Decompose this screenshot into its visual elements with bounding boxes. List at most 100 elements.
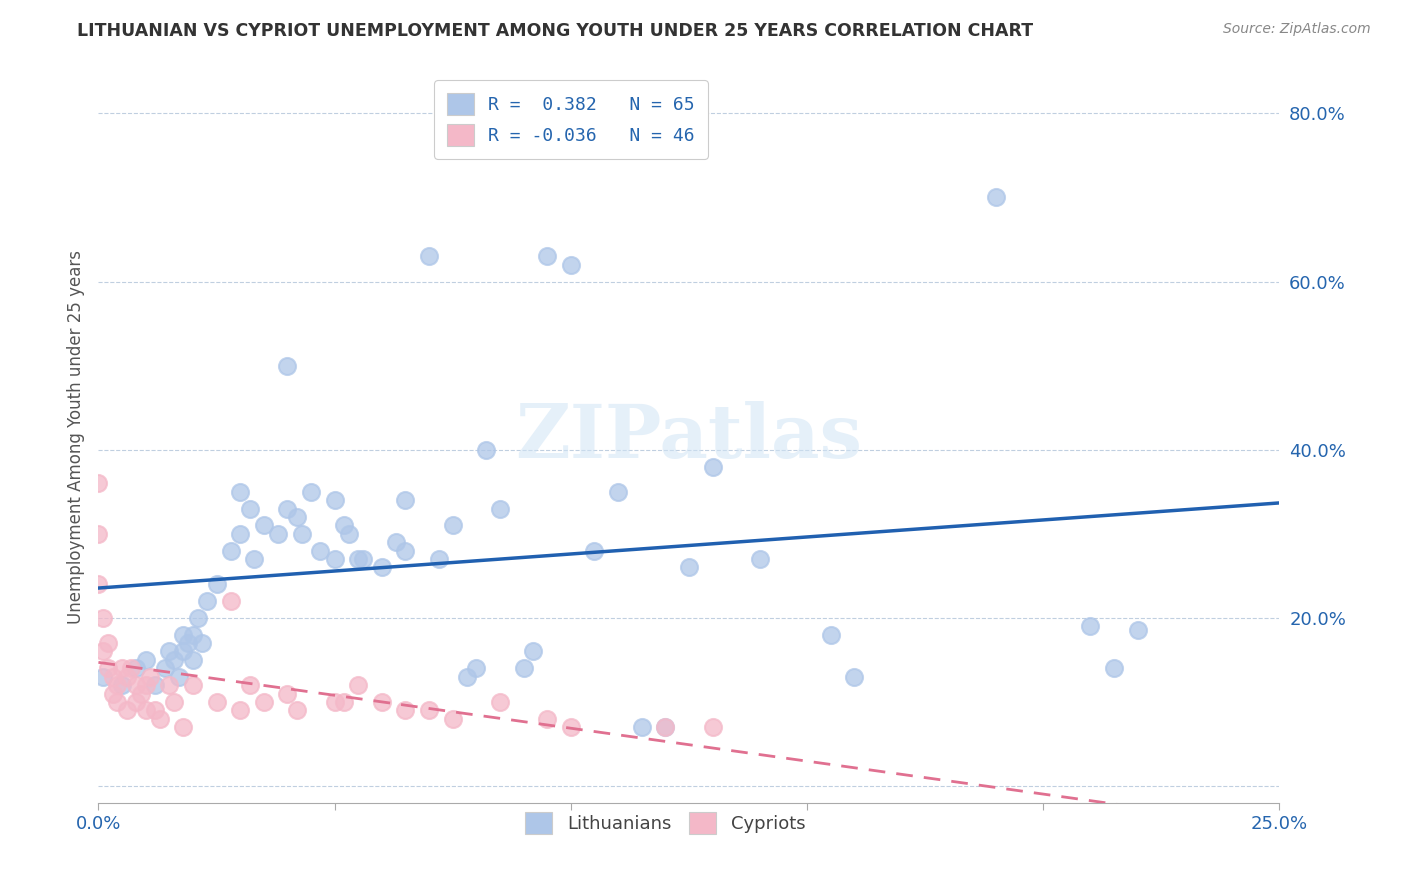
Point (702, 459, 724, 474)
Point (820, 627, 842, 641)
Point (276, 686, 298, 700)
Point (323, 695, 346, 709)
Point (135, 703, 157, 717)
Point (125, 678, 148, 692)
Point (385, 535, 408, 549)
Point (678, 560, 700, 574)
Point (191, 636, 214, 650)
Point (181, 653, 204, 667)
Point (181, 678, 204, 692)
Point (337, 526, 360, 541)
Point (121, 661, 143, 675)
Point (87, 526, 110, 541)
Point (205, 695, 228, 709)
Point (87, 577, 110, 591)
Point (143, 703, 166, 717)
Legend: Lithuanians, Cypriots: Lithuanians, Cypriots (515, 801, 817, 845)
Point (299, 484, 322, 499)
Point (607, 484, 630, 499)
Point (229, 526, 252, 541)
Point (111, 678, 134, 692)
Point (489, 695, 512, 709)
Point (489, 501, 512, 516)
Point (309, 543, 332, 558)
Point (512, 661, 534, 675)
Point (163, 653, 186, 667)
Point (475, 442, 498, 457)
Point (97, 661, 120, 675)
Point (135, 678, 157, 692)
Point (371, 695, 394, 709)
Point (153, 661, 176, 675)
Point (347, 678, 370, 692)
Point (276, 359, 298, 373)
Point (654, 720, 676, 734)
Point (135, 653, 157, 667)
Point (352, 552, 374, 566)
Point (111, 661, 134, 675)
Point (143, 678, 166, 692)
Point (87, 476, 110, 491)
Point (560, 258, 582, 272)
Point (91, 670, 114, 684)
Point (984, 190, 1007, 204)
Point (157, 678, 180, 692)
Point (285, 510, 308, 524)
Point (630, 720, 652, 734)
Text: Source: ZipAtlas.com: Source: ZipAtlas.com (1223, 22, 1371, 37)
Point (115, 703, 138, 717)
Point (290, 526, 312, 541)
Point (267, 526, 290, 541)
Point (195, 594, 218, 608)
Point (748, 552, 770, 566)
Point (229, 703, 252, 717)
Point (702, 720, 724, 734)
Y-axis label: Unemployment Among Youth under 25 years: Unemployment Among Youth under 25 years (66, 250, 84, 624)
Point (583, 543, 606, 558)
Point (101, 686, 124, 700)
Point (522, 644, 544, 658)
Point (105, 678, 128, 692)
Point (418, 703, 440, 717)
Point (323, 552, 346, 566)
Point (394, 543, 416, 558)
Point (139, 670, 162, 684)
Point (1080, 619, 1102, 633)
Point (149, 712, 172, 726)
Point (394, 493, 416, 508)
Point (181, 627, 204, 641)
Point (157, 644, 180, 658)
Point (177, 636, 200, 650)
Point (167, 670, 190, 684)
Point (229, 484, 252, 499)
Point (418, 249, 440, 263)
Point (465, 661, 488, 675)
Point (427, 552, 450, 566)
Point (239, 678, 262, 692)
Point (1102, 661, 1125, 675)
Point (456, 670, 478, 684)
Point (125, 661, 148, 675)
Point (129, 686, 152, 700)
Point (394, 703, 416, 717)
Point (276, 501, 298, 516)
Point (441, 712, 464, 726)
Point (239, 501, 262, 516)
Point (560, 720, 582, 734)
Point (91, 611, 114, 625)
Text: LITHUANIAN VS CYPRIOT UNEMPLOYMENT AMONG YOUTH UNDER 25 YEARS CORRELATION CHART: LITHUANIAN VS CYPRIOT UNEMPLOYMENT AMONG… (77, 22, 1033, 40)
Point (243, 552, 266, 566)
Point (163, 695, 186, 709)
Text: ZIPatlas: ZIPatlas (516, 401, 862, 474)
Point (125, 695, 148, 709)
Point (536, 249, 558, 263)
Point (205, 577, 228, 591)
Point (285, 703, 308, 717)
Point (347, 552, 370, 566)
Point (172, 644, 194, 658)
Point (536, 712, 558, 726)
Point (371, 560, 394, 574)
Point (97, 636, 120, 650)
Point (105, 695, 128, 709)
Point (172, 627, 194, 641)
